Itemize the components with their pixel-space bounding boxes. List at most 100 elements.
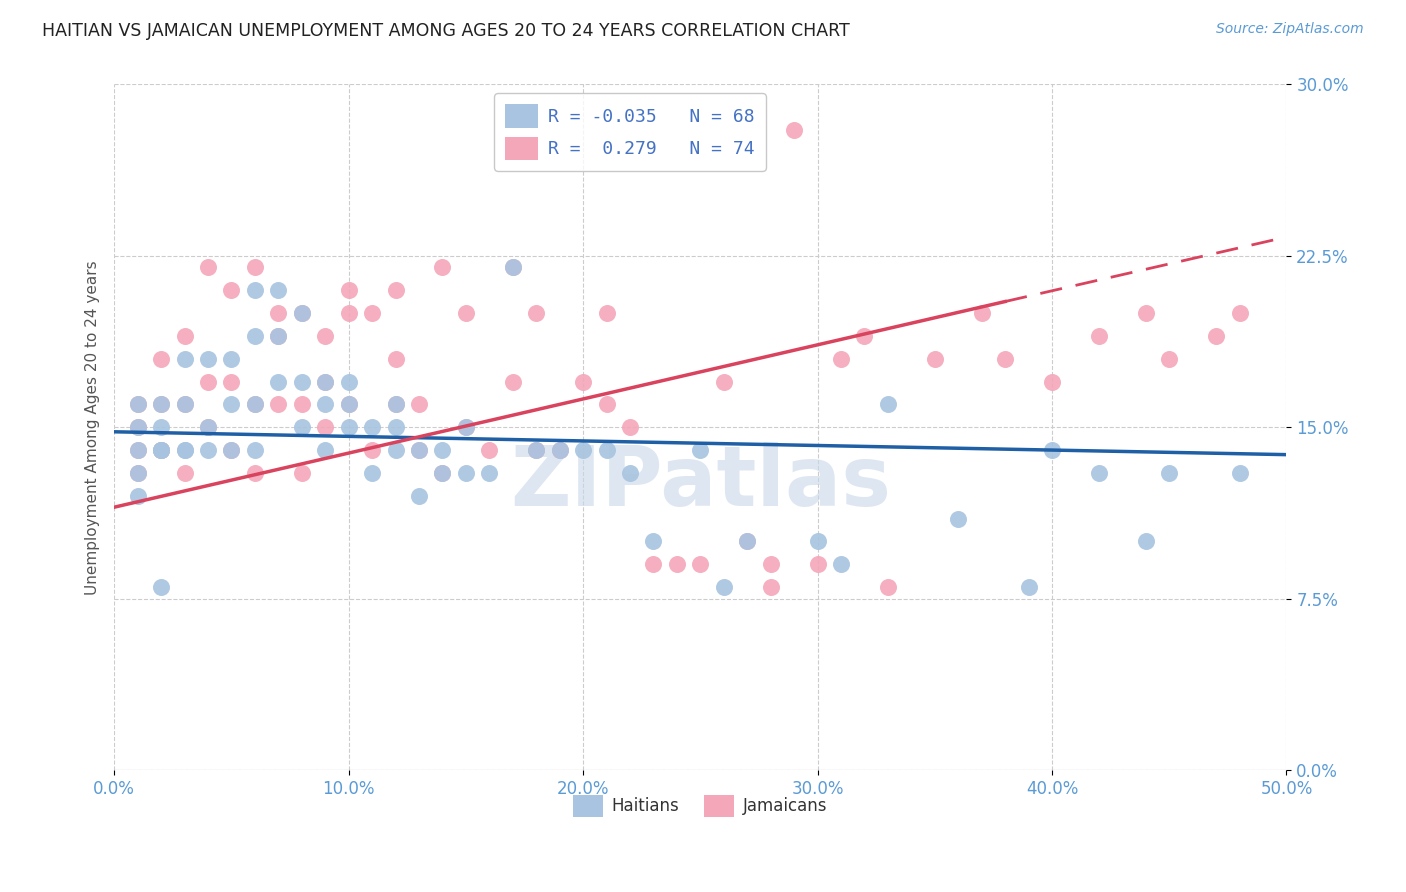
Point [524, 306, 547, 320]
Point [1229, 466, 1251, 480]
Point [150, 420, 173, 434]
Point [1088, 328, 1111, 343]
Point [127, 489, 149, 503]
Point [221, 443, 243, 458]
Point [150, 397, 173, 411]
Point [853, 328, 876, 343]
Point [548, 443, 571, 458]
Point [173, 466, 195, 480]
Point [127, 466, 149, 480]
Point [783, 123, 806, 137]
Point [314, 420, 336, 434]
Point [502, 260, 524, 275]
Point [150, 443, 173, 458]
Point [572, 375, 595, 389]
Point [524, 443, 547, 458]
Point [291, 306, 314, 320]
Point [314, 375, 336, 389]
Point [127, 443, 149, 458]
Y-axis label: Unemployment Among Ages 20 to 24 years: Unemployment Among Ages 20 to 24 years [86, 260, 100, 595]
Point [127, 397, 149, 411]
Point [150, 397, 173, 411]
Point [619, 420, 641, 434]
Point [173, 443, 195, 458]
Point [759, 558, 782, 572]
Point [150, 443, 173, 458]
Point [127, 397, 149, 411]
Point [127, 420, 149, 434]
Point [197, 443, 219, 458]
Point [150, 443, 173, 458]
Point [243, 397, 266, 411]
Point [502, 375, 524, 389]
Point [1135, 306, 1157, 320]
Point [127, 420, 149, 434]
Point [243, 328, 266, 343]
Point [619, 466, 641, 480]
Point [150, 580, 173, 594]
Point [384, 443, 406, 458]
Point [150, 351, 173, 366]
Point [384, 283, 406, 297]
Point [806, 534, 828, 549]
Point [408, 443, 430, 458]
Point [361, 420, 384, 434]
Point [1229, 306, 1251, 320]
Point [432, 260, 454, 275]
Point [337, 397, 360, 411]
Point [454, 420, 477, 434]
Point [524, 443, 547, 458]
Point [643, 534, 665, 549]
Point [665, 558, 688, 572]
Legend: Haitians, Jamaicans: Haitians, Jamaicans [567, 789, 834, 823]
Point [713, 580, 735, 594]
Point [197, 351, 219, 366]
Point [150, 443, 173, 458]
Point [454, 306, 477, 320]
Point [291, 306, 314, 320]
Point [361, 466, 384, 480]
Point [735, 534, 758, 549]
Point [735, 534, 758, 549]
Point [221, 351, 243, 366]
Point [572, 443, 595, 458]
Point [243, 260, 266, 275]
Point [197, 420, 219, 434]
Point [1018, 580, 1040, 594]
Point [948, 511, 970, 525]
Point [173, 397, 195, 411]
Point [337, 283, 360, 297]
Point [877, 397, 900, 411]
Point [267, 306, 290, 320]
Point [291, 375, 314, 389]
Point [970, 306, 993, 320]
Point [243, 443, 266, 458]
Point [830, 558, 852, 572]
Point [595, 397, 617, 411]
Point [432, 466, 454, 480]
Point [314, 443, 336, 458]
Point [595, 443, 617, 458]
Point [243, 466, 266, 480]
Point [689, 443, 711, 458]
Point [1135, 534, 1157, 549]
Point [337, 375, 360, 389]
Point [267, 375, 290, 389]
Point [924, 351, 946, 366]
Text: Source: ZipAtlas.com: Source: ZipAtlas.com [1216, 22, 1364, 37]
Text: ZIPatlas: ZIPatlas [510, 442, 891, 523]
Point [759, 580, 782, 594]
Point [408, 489, 430, 503]
Point [337, 306, 360, 320]
Point [830, 351, 852, 366]
Point [384, 397, 406, 411]
Point [806, 558, 828, 572]
Point [173, 328, 195, 343]
Point [643, 558, 665, 572]
Point [197, 420, 219, 434]
Point [432, 466, 454, 480]
Point [314, 328, 336, 343]
Point [689, 558, 711, 572]
Point [595, 306, 617, 320]
Point [173, 351, 195, 366]
